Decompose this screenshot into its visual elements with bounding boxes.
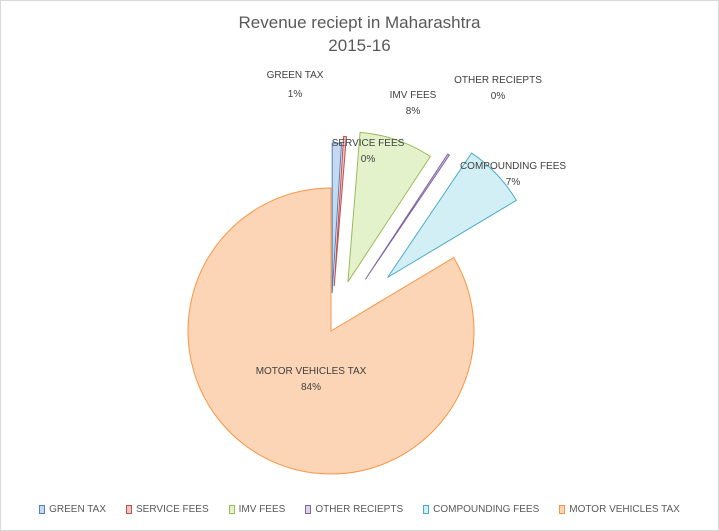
- legend-swatch: [559, 505, 566, 514]
- chart-title: Revenue reciept in Maharashtra: [238, 13, 481, 32]
- legend-swatch: [126, 505, 133, 514]
- legend-item: SERVICE FEES: [126, 504, 209, 515]
- slice-label-value: 0%: [491, 91, 506, 102]
- legend-label: IMV FEES: [238, 504, 286, 515]
- pie-slice-motor-vehicles-tax: [187, 187, 475, 475]
- legend-item: OTHER RECIEPTS: [305, 504, 403, 515]
- slice-label-name: IMV FEES: [390, 90, 437, 101]
- slice-label-value: 0%: [361, 154, 376, 165]
- legend-swatch: [305, 505, 312, 514]
- chart-legend: GREEN TAX SERVICE FEES IMV FEES OTHER RECIE…: [1, 504, 718, 515]
- chart-title-block: Revenue reciept in Maharashtra 2015-16: [1, 11, 718, 57]
- legend-item: MOTOR VEHICLES TAX: [559, 504, 680, 515]
- pie-slice-other-reciepts: [364, 153, 451, 280]
- legend-item: COMPOUNDING FEES: [423, 504, 539, 515]
- legend-item: GREEN TAX: [39, 504, 106, 515]
- legend-label: OTHER RECIEPTS: [315, 504, 404, 515]
- legend-label: SERVICE FEES: [136, 504, 209, 515]
- legend-label: MOTOR VEHICLES TAX: [569, 504, 680, 515]
- slice-label-name: COMPOUNDING FEES: [460, 161, 566, 172]
- legend-item: IMV FEES: [228, 504, 286, 515]
- legend-swatch: [39, 505, 46, 514]
- pie-slice-imv-fees: [347, 131, 431, 283]
- slice-label-name: OTHER RECIEPTS: [454, 75, 542, 86]
- slice-label-value: 7%: [506, 177, 521, 188]
- legend-label: COMPOUNDING FEES: [433, 504, 540, 515]
- legend-swatch: [228, 505, 235, 514]
- slice-label-name: GREEN TAX: [267, 70, 324, 81]
- slice-label-value: 8%: [406, 106, 421, 117]
- pie-slice-green-tax: [331, 142, 343, 294]
- chart-subtitle: 2015-16: [328, 36, 391, 55]
- legend-swatch: [423, 505, 430, 514]
- pie-slice-service-fees: [333, 135, 347, 287]
- slice-label-value: 1%: [288, 89, 303, 100]
- slice-label-name: SERVICE FEES: [332, 138, 405, 149]
- pie-slice-compounding-fees: [387, 152, 518, 278]
- legend-label: GREEN TAX: [49, 504, 107, 515]
- slice-label-value: 84%: [301, 382, 321, 393]
- slice-label-name: MOTOR VEHICLES TAX: [256, 366, 367, 377]
